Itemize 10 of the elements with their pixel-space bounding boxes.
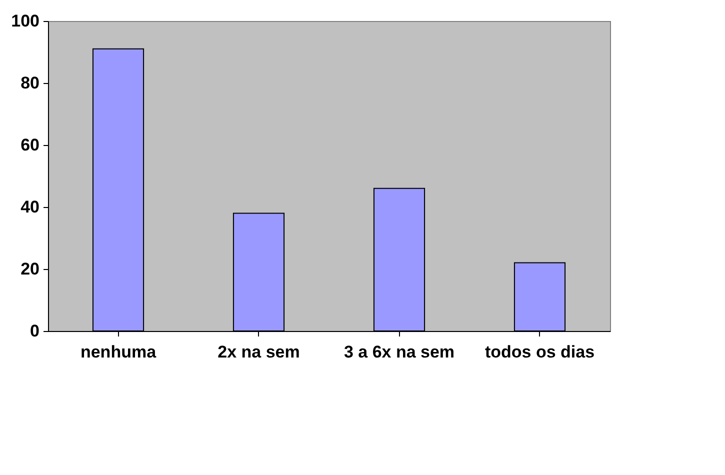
y-tick-label: 40 [20,198,40,216]
y-tick-label: 60 [20,136,40,154]
x-tick-label: 2x na sem [218,342,300,362]
x-tick-label: nenhuma [80,342,157,362]
x-tick-label: todos os dias [484,342,595,362]
x-tick-label: 3 a 6x na sem [344,342,455,362]
y-tick-label: 100 [11,12,40,30]
y-tick-label: 20 [20,260,40,278]
y-tick-label: 0 [30,322,40,340]
y-tick-label: 80 [20,74,40,92]
